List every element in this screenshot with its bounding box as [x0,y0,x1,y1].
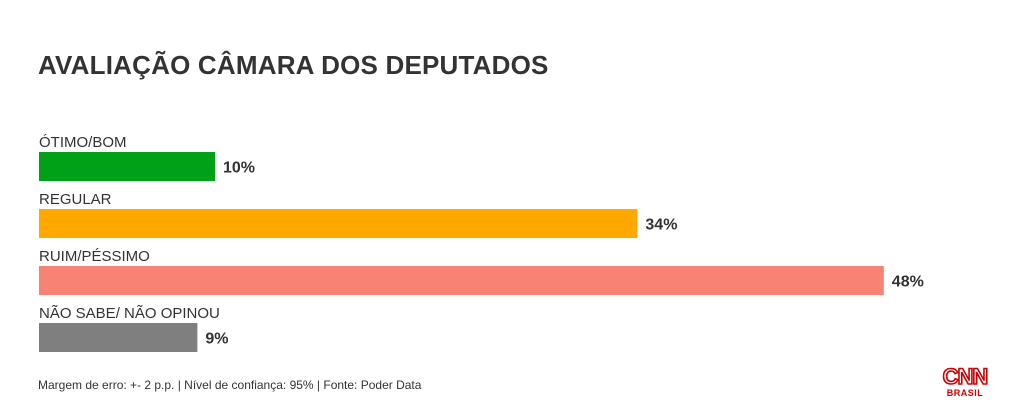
cnn-brasil-logo: CNN BRASIL [940,364,990,402]
category-label: RUIM/PÉSSIMO [39,248,150,265]
logo-subtitle: BRASIL [946,388,984,398]
data-label: 48% [892,274,924,291]
category-label: REGULAR [39,191,112,208]
data-label: 10% [223,160,255,177]
data-label: 34% [645,217,677,234]
chart-title: AVALIAÇÃO CÂMARA DOS DEPUTADOS [38,50,549,80]
bar [39,152,215,181]
category-label: ÓTIMO/BOM [39,134,127,151]
bar [39,323,198,352]
data-label: 9% [205,331,228,348]
category-label: NÃO SABE/ NÃO OPINOU [39,305,220,322]
bar [39,209,638,238]
logo-wordmark: CNN [942,364,989,389]
bar [39,266,884,295]
source-footnote: Margem de erro: +- 2 p.p. | Nível de con… [38,378,422,392]
